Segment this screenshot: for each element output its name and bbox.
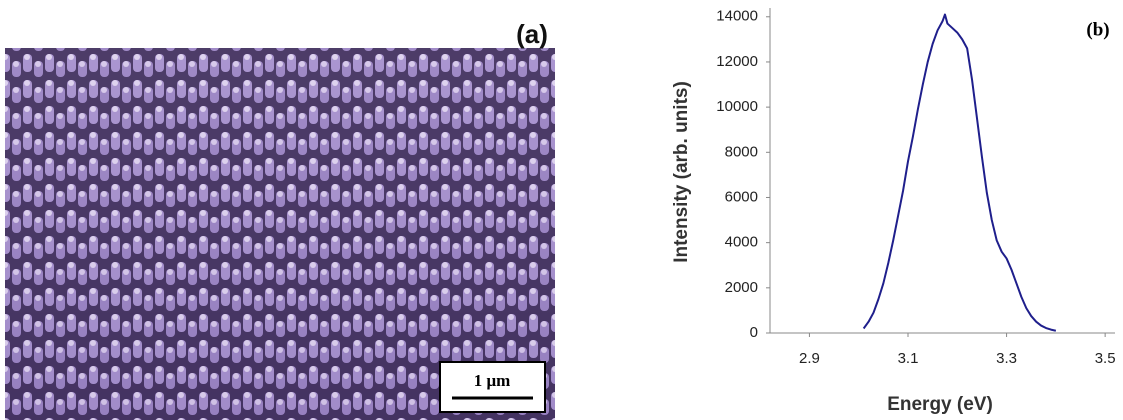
y-tick-label: 4000 [725, 234, 758, 251]
figure: (a) 1 μm (b) Energy (eV) Intensity (arb.… [0, 0, 1123, 420]
y-tick-label: 0 [750, 324, 758, 341]
panel-label: (b) [1086, 19, 1109, 40]
y-tick-label: 10000 [716, 98, 758, 115]
y-tick-label: 6000 [725, 188, 758, 205]
y-axis-title: Intensity (arb. units) [671, 81, 692, 263]
x-axis-title: Energy (eV) [887, 394, 993, 415]
scale-bar: 1 μm [440, 362, 545, 412]
y-tick-label: 14000 [716, 8, 758, 25]
x-tick-label: 3.5 [1095, 350, 1116, 367]
y-tick-label: 2000 [725, 279, 758, 296]
x-tick-label: 3.1 [898, 350, 919, 367]
y-tick-label: 8000 [725, 143, 758, 160]
x-tick-label: 3.3 [996, 350, 1017, 367]
scale-bar-label: 1 μm [474, 371, 511, 390]
x-tick-label: 2.9 [799, 350, 820, 367]
panel-label: (a) [516, 19, 548, 49]
data-line [864, 15, 1056, 331]
y-tick-label: 12000 [716, 53, 758, 70]
